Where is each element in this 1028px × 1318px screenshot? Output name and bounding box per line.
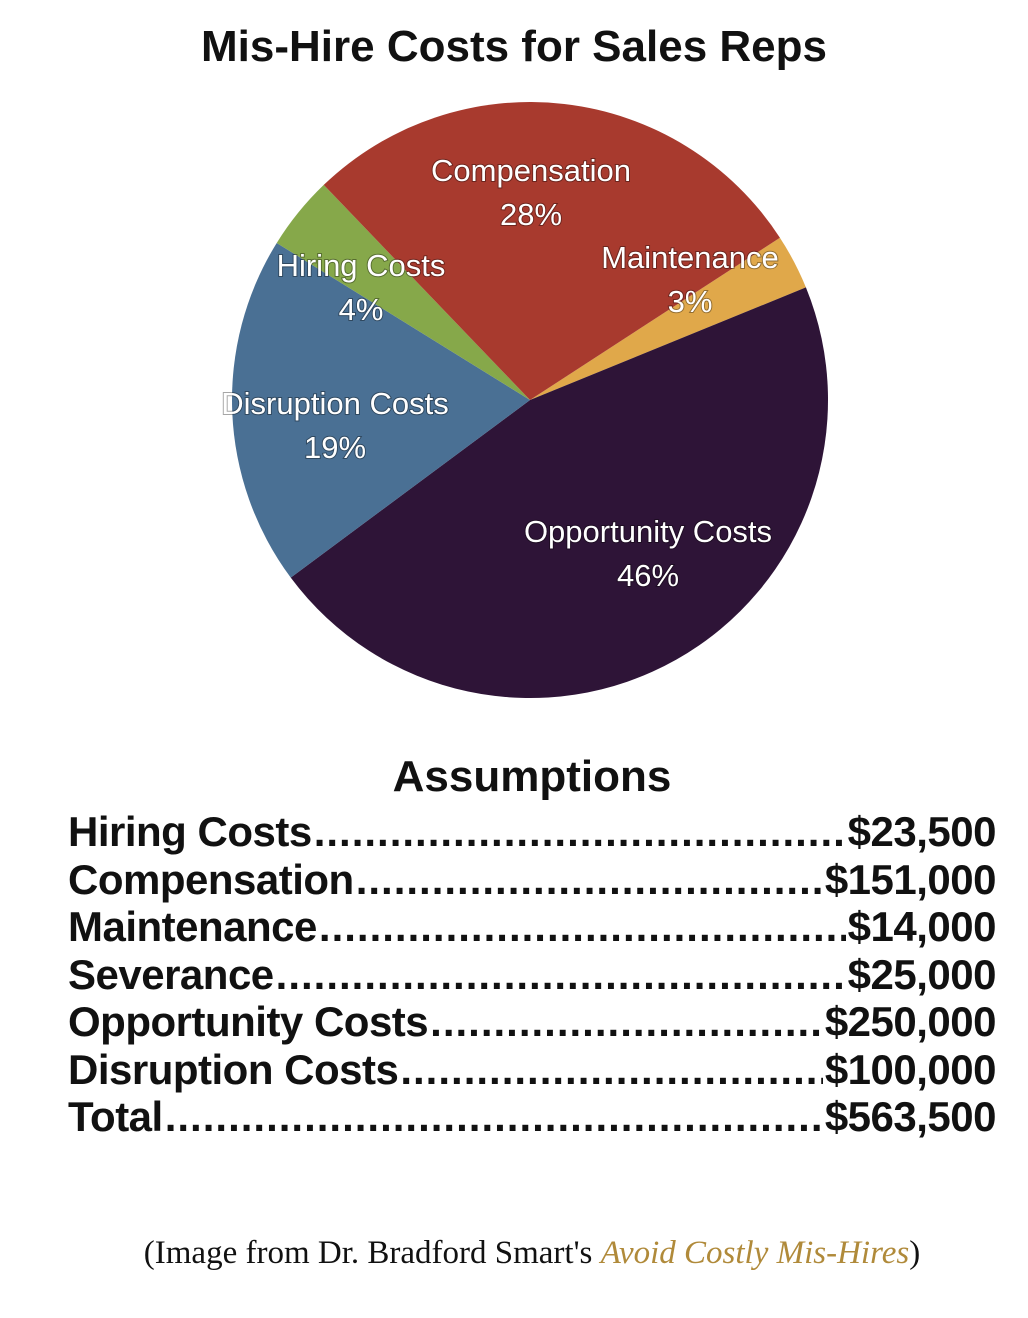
- assumption-row-opportunity-costs: Opportunity Costs $250,000: [68, 998, 997, 1046]
- pie-slice-hiring-costs: [276, 184, 530, 400]
- caption-suffix: ): [909, 1235, 921, 1271]
- assumptions-list: Hiring Costs $23,500 Compensation $151,0…: [68, 808, 997, 1141]
- assumption-row-hiring-costs: Hiring Costs $23,500: [68, 808, 997, 856]
- dot-leader: [276, 951, 846, 999]
- assumption-row-total: Total $563,500: [68, 1093, 997, 1141]
- pie-chart: Maintenance 3% Opportunity Costs 46% Disrupt…: [220, 102, 829, 699]
- assumption-label: Hiring Costs: [68, 808, 312, 855]
- dot-leader: [430, 998, 823, 1046]
- assumption-value: $14,000: [847, 903, 997, 950]
- dot-leader: [400, 1046, 822, 1094]
- dot-leader: [165, 1093, 823, 1141]
- slice-label: Disruption Costs: [221, 386, 448, 421]
- assumption-label: Compensation: [68, 855, 354, 903]
- assumption-row-compensation: Compensation $151,000: [68, 855, 997, 904]
- slice-label: Opportunity Costs: [524, 514, 772, 549]
- pie-slice-opportunity-costs: [290, 287, 829, 699]
- assumption-value: $563,500: [824, 1093, 997, 1140]
- assumption-label: Total: [68, 1093, 163, 1140]
- assumption-row-disruption-costs: Disruption Costs $100,000: [68, 1045, 997, 1094]
- assumption-label: Opportunity Costs: [68, 998, 429, 1045]
- assumption-label: Maintenance: [68, 903, 317, 950]
- dot-leader: [356, 856, 823, 904]
- dot-leader: [314, 808, 846, 856]
- slice-percent-label: 28%: [500, 197, 562, 232]
- assumption-label: Disruption Costs: [68, 1045, 399, 1093]
- slice-percent-label: 3%: [668, 284, 713, 319]
- assumption-value: $25,000: [847, 950, 997, 998]
- assumption-value: $23,500: [847, 808, 997, 855]
- pie-labels: Maintenance 3% Opportunity Costs 46% Disrupt…: [220, 152, 779, 594]
- slice-label: Compensation: [431, 153, 631, 188]
- image-caption: (Image from Dr. Bradford Smart's Avoid C…: [0, 1235, 1028, 1272]
- slice-label: Maintenance: [601, 240, 779, 275]
- assumptions-title: Assumptions: [392, 752, 672, 801]
- slice-percent-label: 46%: [617, 558, 679, 593]
- slice-percent-label: 4%: [339, 292, 384, 327]
- assumption-value: $151,000: [824, 855, 997, 903]
- chart-title: Mis-Hire Costs for Sales Reps: [201, 22, 827, 71]
- book-title-link[interactable]: Avoid Costly Mis-Hires: [600, 1235, 910, 1271]
- dot-leader: [319, 903, 846, 951]
- assumption-row-severance: Severance $25,000: [68, 950, 997, 999]
- pie-slices: [231, 102, 829, 699]
- pie-slice-maintenance: [530, 237, 806, 400]
- assumption-value: $250,000: [824, 998, 997, 1045]
- slice-percent-label: 19%: [304, 430, 366, 465]
- assumption-label: Severance: [68, 950, 274, 998]
- pie-slice-disruption-costs: [231, 242, 531, 578]
- assumption-row-maintenance: Maintenance $14,000: [68, 903, 997, 951]
- caption-prefix: (Image from Dr. Bradford Smart's: [143, 1235, 601, 1271]
- slice-label: Hiring Costs: [277, 248, 446, 283]
- assumption-value: $100,000: [824, 1045, 997, 1093]
- pie-slice-compensation: [323, 102, 780, 400]
